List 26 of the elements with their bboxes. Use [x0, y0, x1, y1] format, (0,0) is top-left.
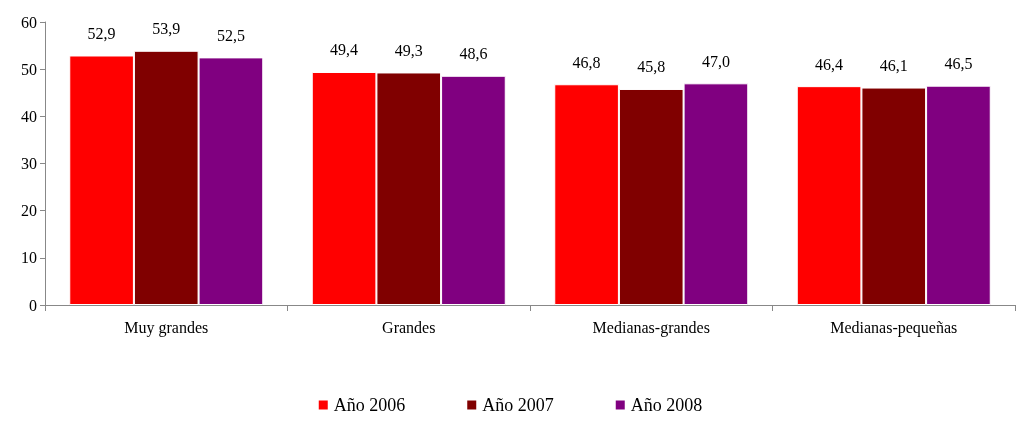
legend-label: Año 2008 — [630, 395, 703, 415]
data-label: 47,0 — [701, 52, 730, 70]
y-tick-label: 40 — [21, 107, 37, 125]
data-label: 48,6 — [459, 45, 488, 63]
x-tick-label: Medianas-grandes — [592, 318, 710, 337]
x-tick-label: Grandes — [382, 318, 436, 336]
y-tick-label: 20 — [21, 202, 37, 220]
y-tick-label: 0 — [29, 296, 37, 314]
data-label: 45,8 — [637, 58, 666, 76]
legend-label: Año 2006 — [333, 395, 406, 415]
legend-label: Año 2007 — [482, 395, 554, 415]
data-label: 49,4 — [330, 41, 359, 59]
data-label: 46,8 — [572, 53, 601, 71]
data-label: 46,1 — [879, 57, 908, 75]
data-label: 53,9 — [152, 20, 181, 38]
data-label: 52,9 — [87, 24, 116, 42]
data-label: 46,4 — [815, 55, 844, 73]
x-tick-label: Muy grandes — [124, 318, 209, 337]
y-tick-label: 10 — [21, 249, 37, 267]
y-tick-label: 50 — [21, 60, 37, 78]
y-tick-label: 30 — [21, 155, 37, 172]
data-label: 49,3 — [394, 41, 423, 59]
data-label: 46,5 — [944, 55, 973, 73]
y-tick-label: 60 — [21, 13, 37, 31]
x-tick-label: Medianas-pequeñas — [830, 318, 958, 337]
data-label: 52,5 — [216, 26, 245, 44]
